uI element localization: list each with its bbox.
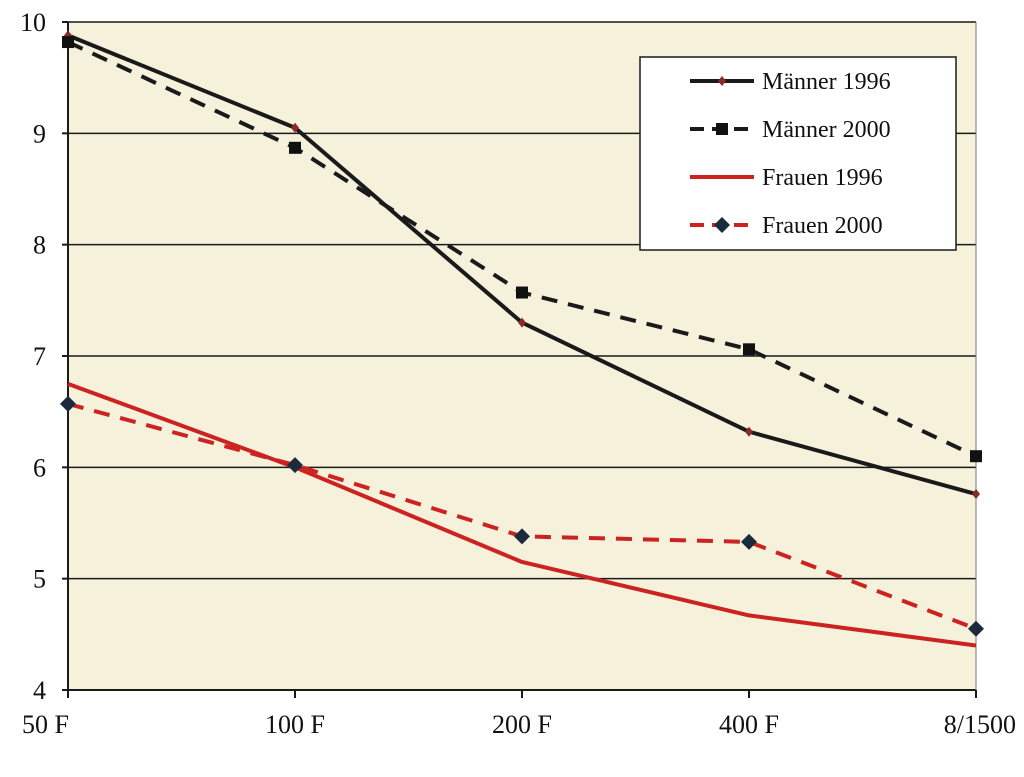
legend-label-frauen-2000: Frauen 2000 <box>762 213 883 239</box>
x-tick-label-400-f: 400 F <box>719 710 779 739</box>
marker-manner-2000-50-f <box>62 36 74 49</box>
marker-manner-1996-200-f <box>518 317 526 328</box>
y-tick-label-4: 4 <box>33 676 46 705</box>
x-tick-label-100-f: 100 F <box>265 710 325 739</box>
legend-marker-frauen-2000 <box>714 217 730 233</box>
y-tick-label-10: 10 <box>20 8 46 37</box>
marker-frauen-2000-50-f <box>60 395 76 412</box>
y-tick-label-6: 6 <box>33 453 46 482</box>
series-markers <box>60 30 984 637</box>
legend-marker-manner-2000 <box>716 123 728 135</box>
gridlines <box>68 21 976 580</box>
x-tick-label-200-f: 200 F <box>492 710 552 739</box>
y-tick-labels: 4 5 6 7 8 9 10 <box>20 8 46 705</box>
x-tick-labels: 50 F 100 F 200 F 400 F 8/1500 <box>22 710 1016 739</box>
legend-label-frauen-1996: Frauen 1996 <box>762 165 883 191</box>
marker-frauen-2000-200-f <box>514 528 530 545</box>
marker-manner-2000-8-1500 <box>970 450 982 463</box>
y-tick-label-5: 5 <box>33 565 46 594</box>
marker-manner-2000-100-f <box>289 141 301 154</box>
marker-manner-2000-200-f <box>516 286 528 299</box>
x-tick-label-50-f: 50 F <box>22 710 69 739</box>
legend-marker-manner-1996 <box>718 76 726 86</box>
marker-manner-1996-400-f <box>745 426 753 437</box>
y-tick-label-8: 8 <box>33 231 46 260</box>
series-line-frauen-1996 <box>67 381 977 648</box>
marker-frauen-2000-100-f <box>287 457 303 474</box>
legend: Männer 1996 Männer 2000 Frauen 1996 Frauen … <box>639 56 957 251</box>
marker-manner-1996-8-1500 <box>972 489 980 500</box>
y-tick-label-7: 7 <box>33 342 46 371</box>
legend-box <box>639 56 957 251</box>
marker-frauen-2000-8-1500 <box>968 620 984 637</box>
marker-manner-2000-400-f <box>743 343 755 356</box>
marker-manner-1996-100-f <box>291 122 299 133</box>
y-tick-label-9: 9 <box>33 119 46 148</box>
legend-label-manner-1996: Männer 1996 <box>762 69 891 95</box>
marker-frauen-2000-400-f <box>741 533 757 550</box>
legend-label-manner-2000: Männer 2000 <box>762 117 891 143</box>
x-tick-label-8-1500: 8/1500 <box>944 710 1016 739</box>
axes <box>62 21 977 698</box>
